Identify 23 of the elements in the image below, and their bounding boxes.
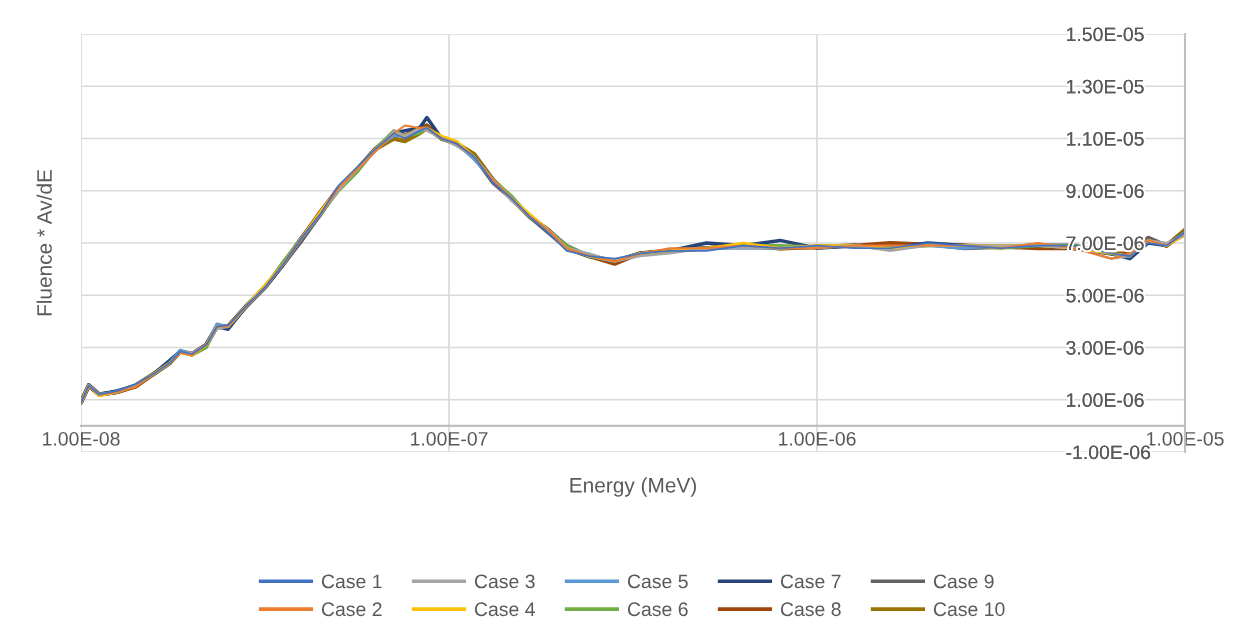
x-tick-label: 1.00E-08 <box>43 431 120 446</box>
y-tick-label: 1.50E-05 <box>1067 27 1144 42</box>
legend-label: Case 10 <box>933 602 1005 617</box>
legend-label: Case 1 <box>321 574 382 589</box>
legend-label: Case 2 <box>321 602 382 617</box>
legend-label: Case 8 <box>780 602 841 617</box>
legend-label: Case 3 <box>474 574 535 589</box>
x-tick-label: 1.00E-07 <box>411 431 488 446</box>
y-axis-title: Fluence * Av/dE <box>36 169 52 316</box>
x-tick-label: 1.00E-06 <box>779 431 856 446</box>
y-tick-label: 3.00E-06 <box>1066 340 1144 355</box>
y-tick-label: 9.00E-06 <box>1066 184 1144 198</box>
legend-label: Case 5 <box>627 574 688 589</box>
legend-label: Case 9 <box>933 574 994 589</box>
legend-label: Case 4 <box>474 602 535 617</box>
y-tick-label: 1.10E-05 <box>1067 131 1144 146</box>
legend-label: Case 7 <box>780 574 841 589</box>
y-tick-label: 1.00E-06 <box>1067 393 1144 407</box>
legend-label: Case 6 <box>627 602 688 617</box>
y-tick-label: -1.00E-06 <box>1066 445 1151 460</box>
y-tick-label: 5.00E-06 <box>1066 288 1144 303</box>
y-tick-label: 1.30E-05 <box>1067 79 1144 94</box>
x-axis-title: Energy (MeV) <box>570 477 696 497</box>
